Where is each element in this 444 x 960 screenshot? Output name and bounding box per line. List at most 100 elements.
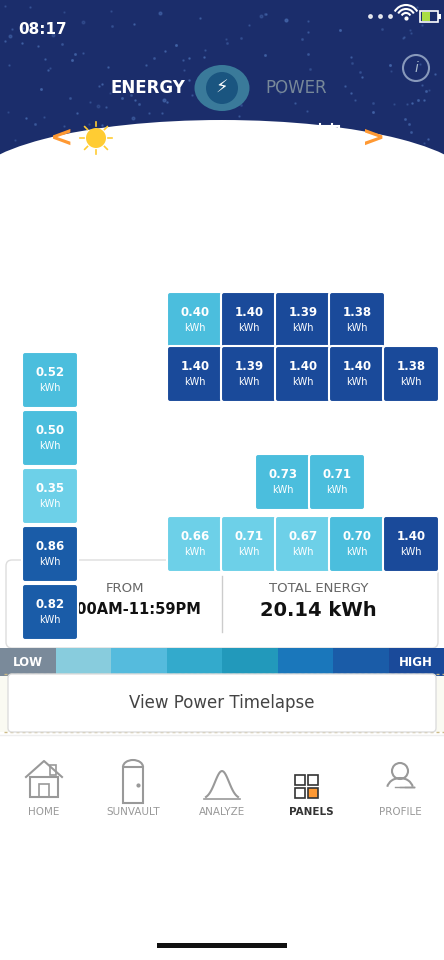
FancyBboxPatch shape (22, 468, 78, 524)
FancyBboxPatch shape (167, 292, 223, 348)
Bar (333, 648, 389, 676)
Text: 0.50: 0.50 (36, 424, 64, 438)
Text: PANELS: PANELS (289, 807, 333, 817)
FancyBboxPatch shape (275, 346, 331, 402)
Bar (388, 648, 444, 676)
Text: 0.67: 0.67 (289, 531, 317, 543)
Text: kWh: kWh (238, 547, 260, 557)
Text: 1.39: 1.39 (289, 306, 317, 320)
Bar (308, 775, 318, 785)
Text: 1.40: 1.40 (234, 306, 264, 320)
Text: ENERGY: ENERGY (111, 79, 186, 97)
Text: 0.52: 0.52 (36, 367, 64, 379)
FancyBboxPatch shape (8, 674, 436, 732)
Text: 08:17: 08:17 (18, 22, 67, 37)
Text: kWh: kWh (292, 377, 314, 387)
Text: kWh: kWh (346, 547, 368, 557)
Bar (313, 126, 339, 149)
Text: kWh: kWh (184, 377, 206, 387)
Text: POWER: POWER (265, 79, 327, 97)
FancyBboxPatch shape (22, 584, 78, 640)
FancyBboxPatch shape (255, 454, 311, 510)
FancyBboxPatch shape (329, 516, 385, 572)
Bar (295, 788, 305, 798)
FancyBboxPatch shape (6, 560, 438, 648)
Text: kWh: kWh (400, 377, 422, 387)
Ellipse shape (194, 65, 250, 111)
Text: >: > (362, 124, 386, 152)
Ellipse shape (0, 120, 444, 250)
Text: kWh: kWh (400, 547, 422, 557)
Text: <: < (50, 124, 74, 152)
Text: 20.14 kWh: 20.14 kWh (260, 601, 377, 619)
Bar (0, 0, 444, 195)
Text: HOME: HOME (28, 807, 59, 817)
FancyBboxPatch shape (309, 454, 365, 510)
Bar (39, 784, 49, 797)
Bar (438, 14, 441, 19)
FancyBboxPatch shape (22, 410, 78, 466)
FancyBboxPatch shape (167, 346, 223, 402)
Bar (56, 648, 112, 676)
Bar (0, 735, 444, 960)
Text: 0.40: 0.40 (180, 306, 210, 320)
Bar (111, 648, 167, 676)
Text: LOW: LOW (13, 656, 43, 668)
Text: i: i (414, 61, 418, 75)
Text: 1.38: 1.38 (342, 306, 372, 320)
Text: kWh: kWh (184, 547, 206, 557)
FancyBboxPatch shape (275, 292, 331, 348)
Bar (421, 12, 429, 21)
Text: kWh: kWh (238, 377, 260, 387)
Bar (0, 185, 444, 960)
Bar (30, 777, 58, 797)
Bar (123, 767, 143, 803)
Text: kWh: kWh (292, 547, 314, 557)
Text: kWh: kWh (326, 485, 348, 495)
Bar (222, 648, 278, 676)
Text: HIGH: HIGH (399, 656, 433, 668)
Bar (278, 648, 334, 676)
Text: 1.38: 1.38 (396, 361, 425, 373)
Text: Thu, 2/10/22: Thu, 2/10/22 (153, 129, 291, 148)
Bar (308, 788, 318, 798)
Bar (157, 943, 287, 948)
Text: 0.71: 0.71 (322, 468, 352, 482)
Circle shape (86, 128, 106, 148)
Text: kWh: kWh (39, 441, 61, 451)
Text: kWh: kWh (346, 323, 368, 333)
Text: 0.82: 0.82 (36, 598, 64, 612)
Text: FROM: FROM (106, 582, 145, 594)
Text: kWh: kWh (39, 557, 61, 567)
FancyBboxPatch shape (329, 346, 385, 402)
FancyBboxPatch shape (329, 292, 385, 348)
Text: kWh: kWh (39, 499, 61, 509)
Bar (295, 775, 305, 785)
Circle shape (206, 72, 238, 104)
FancyBboxPatch shape (383, 516, 439, 572)
Text: PROFILE: PROFILE (379, 807, 421, 817)
FancyBboxPatch shape (383, 346, 439, 402)
Text: 0.86: 0.86 (36, 540, 65, 554)
Text: View Power Timelapse: View Power Timelapse (129, 694, 315, 712)
Text: kWh: kWh (272, 485, 294, 495)
Text: 0.35: 0.35 (36, 483, 64, 495)
Text: kWh: kWh (184, 323, 206, 333)
Bar (0, 674, 444, 732)
Text: 1.40: 1.40 (396, 531, 425, 543)
FancyBboxPatch shape (167, 516, 223, 572)
Text: 0.71: 0.71 (234, 531, 263, 543)
Text: ANALYZE: ANALYZE (199, 807, 245, 817)
Text: SUNVAULT: SUNVAULT (106, 807, 160, 817)
Text: kWh: kWh (346, 377, 368, 387)
Text: 1.39: 1.39 (234, 361, 264, 373)
Text: kWh: kWh (39, 383, 61, 393)
Bar (420, 11, 438, 22)
Text: 0.73: 0.73 (269, 468, 297, 482)
Text: kWh: kWh (238, 323, 260, 333)
FancyBboxPatch shape (221, 346, 277, 402)
Text: kWh: kWh (39, 615, 61, 625)
Bar (50, 765, 56, 775)
FancyBboxPatch shape (22, 352, 78, 408)
Text: 1.40: 1.40 (289, 361, 317, 373)
